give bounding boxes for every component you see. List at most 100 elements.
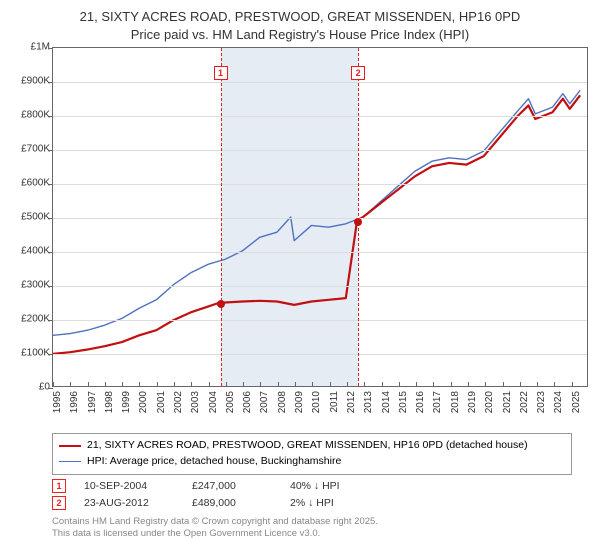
gridline	[53, 286, 587, 287]
sale-marker-box: 2	[351, 66, 365, 80]
sale-delta: 40% ↓ HPI	[290, 480, 380, 492]
x-tick-mark	[416, 382, 417, 386]
x-tick-mark	[88, 382, 89, 386]
x-tick-mark	[572, 382, 573, 386]
x-tick-label: 2019	[467, 391, 478, 413]
sale-marker-box: 1	[214, 66, 228, 80]
x-tick-mark	[520, 382, 521, 386]
chart-area: £0£100K£200K£300K£400K£500K£600K£700K£80…	[10, 47, 590, 427]
x-tick-label: 2008	[277, 391, 288, 413]
x-tick-label: 1995	[52, 391, 63, 413]
sale-price: £489,000	[192, 497, 272, 509]
sale-row: 223-AUG-2012£489,0002% ↓ HPI	[52, 496, 572, 510]
x-tick-label: 1997	[87, 391, 98, 413]
footer: Contains HM Land Registry data © Crown c…	[52, 516, 590, 541]
sale-dot	[354, 218, 362, 226]
sale-dot	[217, 300, 225, 308]
legend-swatch	[59, 461, 81, 462]
line-layer	[53, 48, 587, 386]
x-tick-mark	[537, 382, 538, 386]
y-tick-mark	[49, 218, 53, 219]
x-tick-mark	[260, 382, 261, 386]
gridline	[53, 320, 587, 321]
gridline	[53, 82, 587, 83]
y-tick-label: £1M	[31, 42, 50, 53]
x-tick-label: 2002	[173, 391, 184, 413]
x-tick-mark	[157, 382, 158, 386]
x-tick-label: 2011	[329, 391, 340, 413]
x-tick-label: 2014	[381, 391, 392, 413]
x-tick-label: 2022	[519, 391, 530, 413]
x-tick-label: 2012	[346, 391, 357, 413]
y-tick-label: £300K	[21, 280, 50, 291]
x-tick-mark	[70, 382, 71, 386]
x-tick-label: 2000	[138, 391, 149, 413]
sale-date: 10-SEP-2004	[84, 480, 174, 492]
gridline	[53, 116, 587, 117]
y-tick-mark	[49, 150, 53, 151]
x-tick-label: 2009	[294, 391, 305, 413]
x-tick-label: 2021	[502, 391, 513, 413]
sale-price: £247,000	[192, 480, 272, 492]
gridline	[53, 218, 587, 219]
y-tick-mark	[49, 48, 53, 49]
x-tick-mark	[139, 382, 140, 386]
legend: 21, SIXTY ACRES ROAD, PRESTWOOD, GREAT M…	[52, 433, 572, 475]
x-tick-mark	[174, 382, 175, 386]
x-tick-label: 2015	[398, 391, 409, 413]
y-tick-mark	[49, 116, 53, 117]
x-tick-mark	[122, 382, 123, 386]
x-tick-label: 1996	[69, 391, 80, 413]
x-axis: 1995199619971998199920002001200220032004…	[52, 387, 588, 425]
x-tick-mark	[364, 382, 365, 386]
x-tick-mark	[451, 382, 452, 386]
y-tick-label: £900K	[21, 76, 50, 87]
x-tick-mark	[433, 382, 434, 386]
y-tick-label: £100K	[21, 348, 50, 359]
gridline	[53, 354, 587, 355]
x-tick-label: 2020	[484, 391, 495, 413]
y-tick-label: £600K	[21, 178, 50, 189]
series-property	[53, 95, 580, 354]
y-tick-mark	[49, 252, 53, 253]
y-tick-label: £800K	[21, 110, 50, 121]
chart-title: 21, SIXTY ACRES ROAD, PRESTWOOD, GREAT M…	[10, 8, 590, 43]
x-tick-label: 1998	[104, 391, 115, 413]
title-line-2: Price paid vs. HM Land Registry's House …	[131, 27, 469, 42]
x-tick-label: 2007	[259, 391, 270, 413]
legend-label: HPI: Average price, detached house, Buck…	[87, 454, 341, 470]
y-tick-label: £500K	[21, 212, 50, 223]
gridline	[53, 184, 587, 185]
x-tick-label: 2004	[208, 391, 219, 413]
y-tick-mark	[49, 354, 53, 355]
y-tick-label: £700K	[21, 144, 50, 155]
sale-row: 110-SEP-2004£247,00040% ↓ HPI	[52, 479, 572, 493]
x-tick-mark	[330, 382, 331, 386]
x-tick-mark	[554, 382, 555, 386]
x-tick-mark	[382, 382, 383, 386]
y-axis: £0£100K£200K£300K£400K£500K£600K£700K£80…	[10, 47, 52, 387]
x-tick-mark	[226, 382, 227, 386]
footer-line-2: This data is licensed under the Open Gov…	[52, 528, 590, 540]
y-tick-mark	[49, 320, 53, 321]
x-tick-label: 1999	[121, 391, 132, 413]
footer-line-1: Contains HM Land Registry data © Crown c…	[52, 516, 590, 528]
x-tick-label: 2016	[415, 391, 426, 413]
x-tick-mark	[53, 382, 54, 386]
x-tick-mark	[209, 382, 210, 386]
sales-table: 110-SEP-2004£247,00040% ↓ HPI223-AUG-201…	[52, 479, 572, 510]
x-tick-mark	[105, 382, 106, 386]
chart-container: 21, SIXTY ACRES ROAD, PRESTWOOD, GREAT M…	[0, 0, 600, 548]
x-tick-mark	[468, 382, 469, 386]
sale-date: 23-AUG-2012	[84, 497, 174, 509]
x-tick-label: 2001	[156, 391, 167, 413]
x-tick-mark	[399, 382, 400, 386]
x-tick-label: 2013	[363, 391, 374, 413]
x-tick-mark	[485, 382, 486, 386]
x-tick-label: 2017	[432, 391, 443, 413]
x-tick-mark	[278, 382, 279, 386]
legend-row: 21, SIXTY ACRES ROAD, PRESTWOOD, GREAT M…	[59, 438, 565, 454]
legend-label: 21, SIXTY ACRES ROAD, PRESTWOOD, GREAT M…	[87, 438, 528, 454]
title-line-1: 21, SIXTY ACRES ROAD, PRESTWOOD, GREAT M…	[80, 9, 521, 24]
legend-row: HPI: Average price, detached house, Buck…	[59, 454, 565, 470]
